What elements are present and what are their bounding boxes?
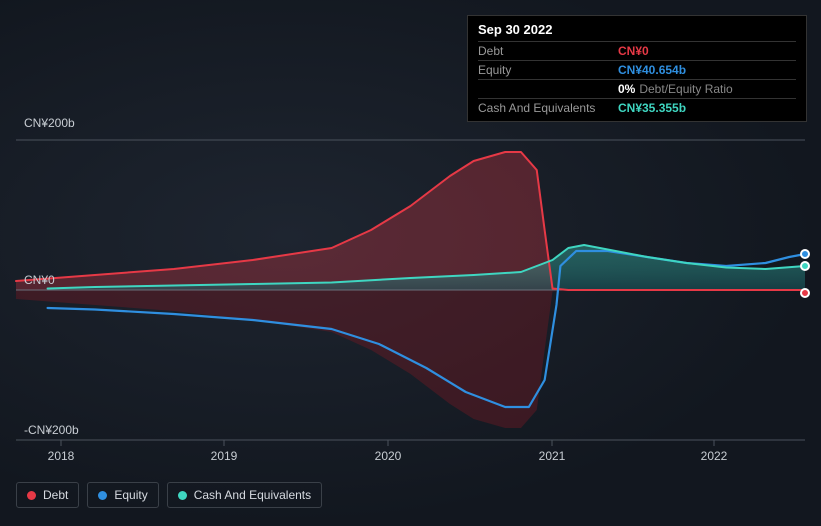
legend-swatch [98, 491, 107, 500]
yaxis-label-top: CN¥200b [24, 116, 75, 130]
yaxis-label-mid: CN¥0 [24, 273, 55, 287]
financial-chart [0, 0, 821, 526]
xaxis-label: 2020 [375, 449, 402, 463]
xaxis-label: 2019 [211, 449, 238, 463]
yaxis-label-bot: -CN¥200b [24, 423, 79, 437]
equity-end-marker [800, 249, 810, 259]
xaxis-label: 2021 [539, 449, 566, 463]
xaxis-label: 2022 [701, 449, 728, 463]
legend-item-cash-and-equivalents[interactable]: Cash And Equivalents [167, 482, 322, 508]
legend-item-equity[interactable]: Equity [87, 482, 158, 508]
xaxis-label: 2018 [48, 449, 75, 463]
legend: Debt Equity Cash And Equivalents [16, 482, 322, 508]
legend-label: Cash And Equivalents [194, 488, 311, 502]
legend-swatch [27, 491, 36, 500]
legend-swatch [178, 491, 187, 500]
legend-label: Equity [114, 488, 147, 502]
legend-item-debt[interactable]: Debt [16, 482, 79, 508]
cash-end-marker [800, 261, 810, 271]
legend-label: Debt [43, 488, 68, 502]
debt-end-marker [800, 288, 810, 298]
